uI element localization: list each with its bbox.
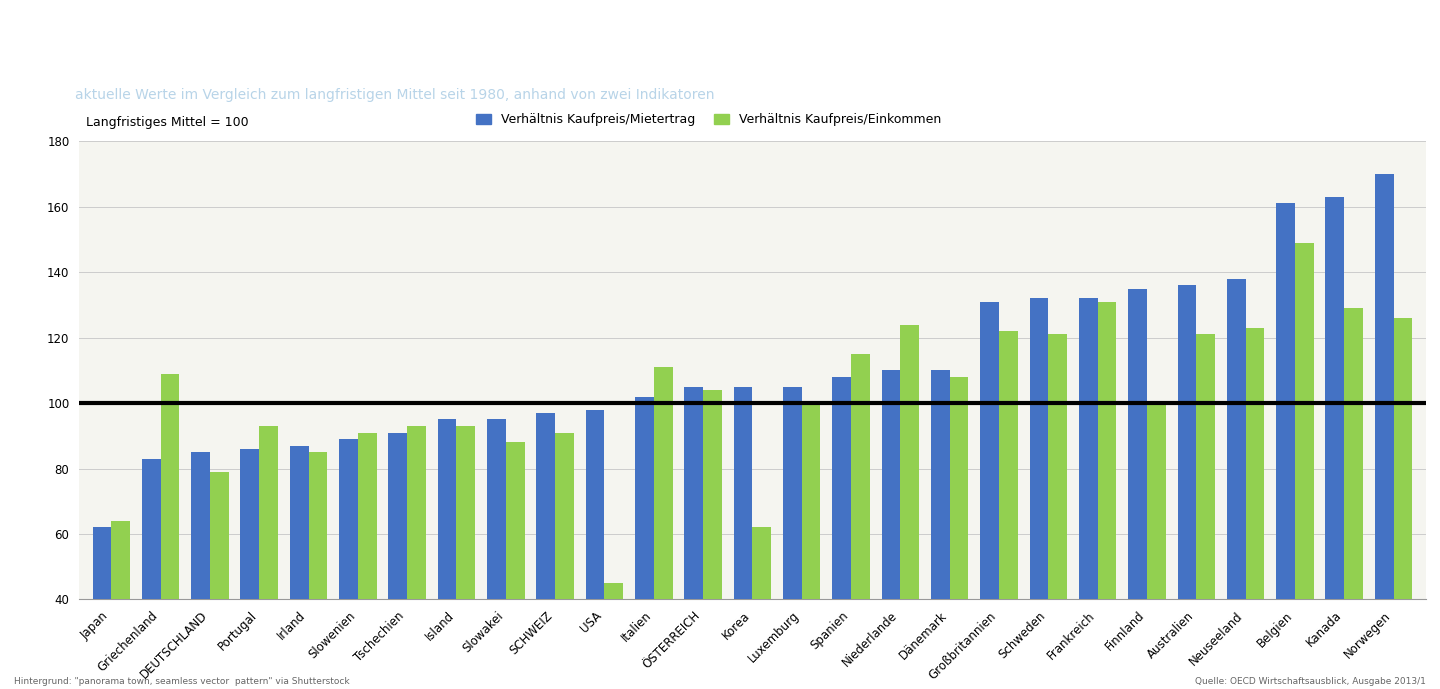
Bar [1295, 243, 1313, 689]
Bar [1178, 285, 1197, 689]
Bar [111, 521, 130, 689]
Bar [1344, 308, 1364, 689]
Bar [1030, 298, 1048, 689]
Bar [635, 397, 654, 689]
Bar [259, 426, 278, 689]
Bar [1394, 318, 1413, 689]
Bar [802, 403, 821, 689]
Bar [389, 433, 408, 689]
Bar [1048, 334, 1067, 689]
Bar [92, 528, 111, 689]
Bar [654, 367, 672, 689]
Text: Langfristiges Mittel = 100: Langfristiges Mittel = 100 [86, 116, 249, 130]
Bar [703, 390, 721, 689]
Bar [192, 452, 210, 689]
Bar [161, 373, 180, 689]
Bar [536, 413, 556, 689]
Bar [1146, 403, 1166, 689]
Bar [456, 426, 475, 689]
Legend: Verhältnis Kaufpreis/Mietertrag, Verhältnis Kaufpreis/Einkommen: Verhältnis Kaufpreis/Mietertrag, Verhält… [475, 113, 942, 126]
Bar [684, 387, 703, 689]
Text: Quelle: OECD Wirtschaftsausblick, Ausgabe 2013/1: Quelle: OECD Wirtschaftsausblick, Ausgab… [1195, 677, 1426, 686]
Text: )): )) [17, 18, 50, 52]
Bar [408, 426, 426, 689]
Bar [586, 409, 605, 689]
Bar [1375, 174, 1394, 689]
Bar [981, 302, 999, 689]
Bar [141, 459, 161, 689]
Bar [289, 446, 308, 689]
Bar [1325, 197, 1344, 689]
Bar [949, 377, 969, 689]
Bar [605, 583, 624, 689]
Bar [359, 433, 377, 689]
Bar [783, 387, 802, 689]
Bar [1097, 302, 1116, 689]
Bar [308, 452, 327, 689]
Bar [438, 420, 456, 689]
Bar [900, 325, 919, 689]
Bar [881, 371, 900, 689]
Text: aktuelle Werte im Vergleich zum langfristigen Mittel seit 1980, anhand von zwei : aktuelle Werte im Vergleich zum langfris… [75, 88, 714, 102]
Bar [1276, 203, 1295, 689]
Bar [753, 528, 772, 689]
Bar [832, 377, 851, 689]
Bar [240, 449, 259, 689]
Text: Wohnimmobilien: Wohnimmobilien [75, 28, 494, 70]
Bar [210, 472, 229, 689]
Bar [1128, 289, 1146, 689]
Bar [1197, 334, 1215, 689]
Text: Hintergrund: "panorama town, seamless vector  pattern" via Shutterstock: Hintergrund: "panorama town, seamless ve… [14, 677, 350, 686]
Bar [930, 371, 949, 689]
Bar [505, 442, 524, 689]
Bar [487, 420, 505, 689]
Bar [851, 354, 870, 689]
Bar [733, 387, 753, 689]
Bar [338, 439, 359, 689]
Bar [999, 331, 1018, 689]
Bar [1227, 278, 1246, 689]
Bar [1246, 328, 1264, 689]
Bar [1079, 298, 1097, 689]
Bar [556, 433, 575, 689]
